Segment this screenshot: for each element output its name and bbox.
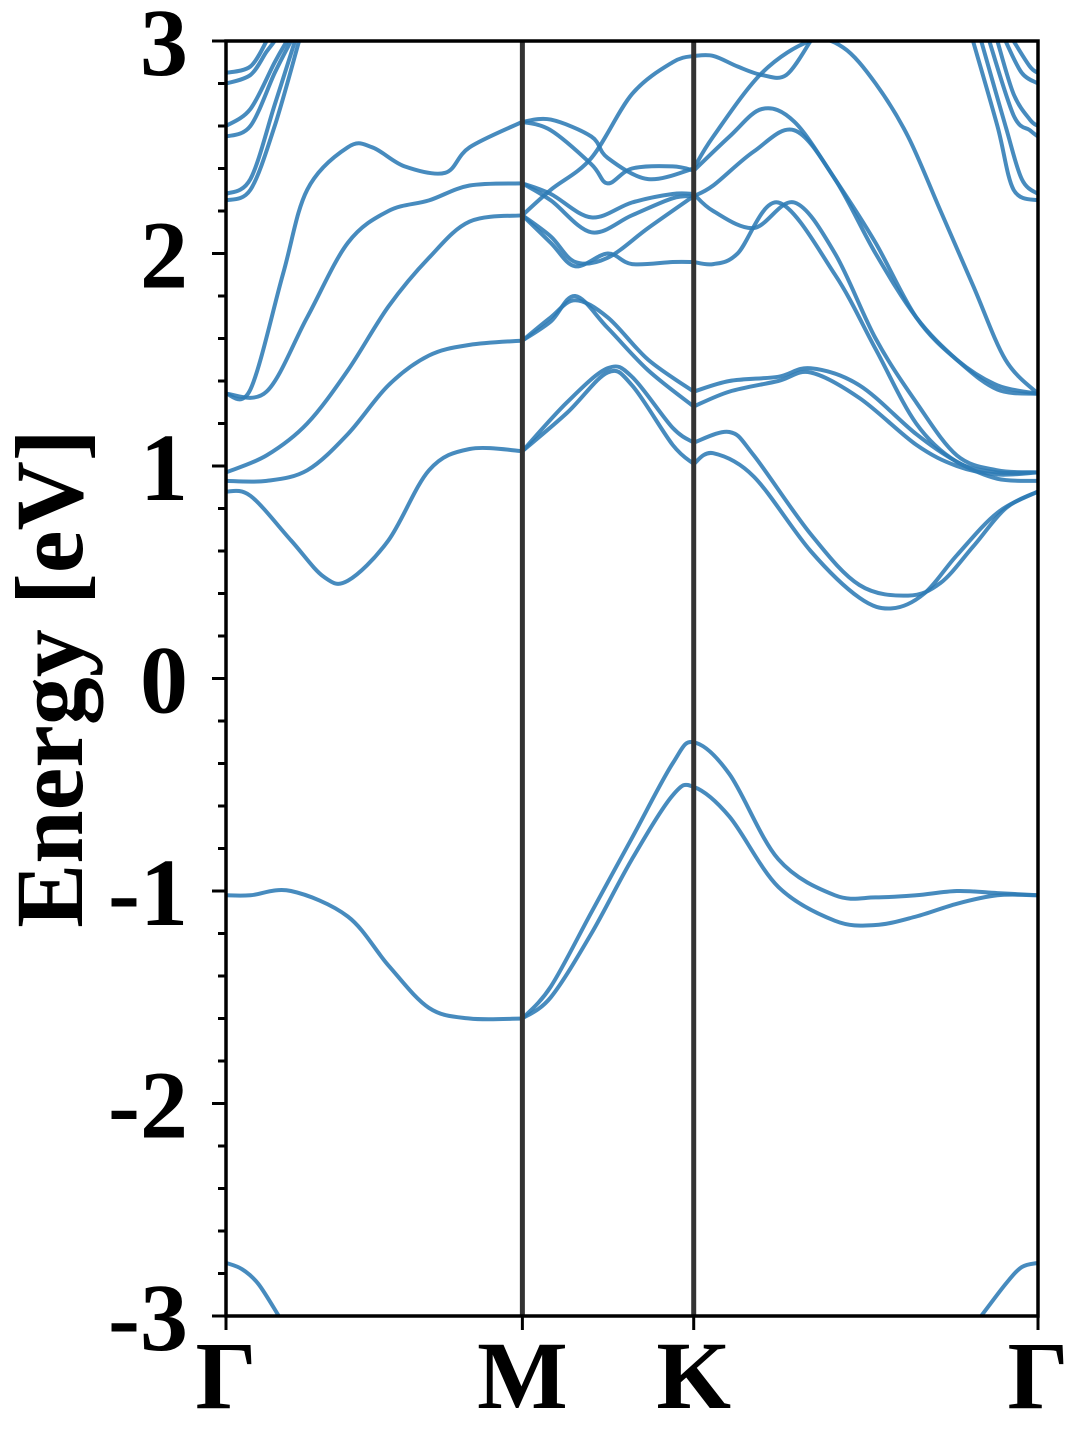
band-line-38 (987, 41, 1038, 139)
band-line-31 (226, 41, 297, 196)
y-tick-label: 1 (140, 414, 188, 521)
band-line-26 (691, 106, 1038, 396)
band-line-11 (520, 298, 696, 394)
band-line-14 (226, 213, 525, 475)
x-tick-label: Γ (1007, 1322, 1068, 1429)
x-tick-label: Γ (195, 1322, 256, 1429)
band-line-30 (226, 41, 302, 203)
band-line-5 (520, 368, 696, 466)
band-line-43 (979, 1260, 1038, 1316)
band-line-19 (520, 181, 696, 235)
y-tick-label: 3 (140, 0, 188, 96)
band-line-36 (971, 41, 1038, 203)
band-lines (226, 41, 1038, 1316)
band-line-18 (226, 181, 525, 400)
band-line-10 (520, 294, 696, 409)
x-tick-label: M (477, 1322, 568, 1429)
band-line-33 (226, 41, 289, 128)
band-line-2 (520, 782, 1038, 1021)
band-line-34 (226, 41, 277, 86)
y-tick-label: -1 (108, 839, 188, 946)
band-line-40 (1003, 41, 1038, 86)
band-line-13 (691, 366, 1038, 483)
band-line-24 (520, 119, 696, 186)
x-tick-label: K (656, 1322, 731, 1429)
band-line-21 (691, 192, 1038, 475)
y-axis-label: Energy [eV] (0, 429, 103, 928)
band-line-17 (691, 200, 1038, 476)
y-tick-label: -3 (108, 1264, 188, 1371)
band-line-7 (691, 450, 1038, 611)
band-line-4 (226, 445, 525, 586)
band-line-32 (226, 41, 293, 139)
band-line-9 (226, 338, 525, 484)
y-axis-ticks: 3 2 1 0 -1 -2 -3 (108, 0, 226, 1371)
band-line-8 (691, 429, 1038, 598)
y-tick-label: 2 (140, 202, 188, 309)
band-line-29 (691, 41, 813, 80)
band-line-37 (979, 41, 1038, 196)
y-tick-label: 0 (140, 627, 188, 734)
band-line-42 (226, 1260, 281, 1316)
band-line-16 (520, 194, 696, 266)
high-symmetry-lines (519, 41, 697, 1316)
band-line-3 (520, 740, 1038, 1021)
band-line-35 (226, 41, 269, 75)
band-line-1 (226, 888, 525, 1022)
plot-frame (224, 39, 1040, 1318)
band-line-15 (520, 213, 696, 269)
band-line-23 (226, 119, 525, 402)
band-line-27 (691, 41, 1038, 396)
band-line-39 (995, 41, 1038, 128)
band-line-6 (520, 364, 696, 454)
band-line-22 (691, 127, 1038, 396)
y-tick-label: -2 (108, 1052, 188, 1159)
band-line-28 (520, 53, 696, 218)
